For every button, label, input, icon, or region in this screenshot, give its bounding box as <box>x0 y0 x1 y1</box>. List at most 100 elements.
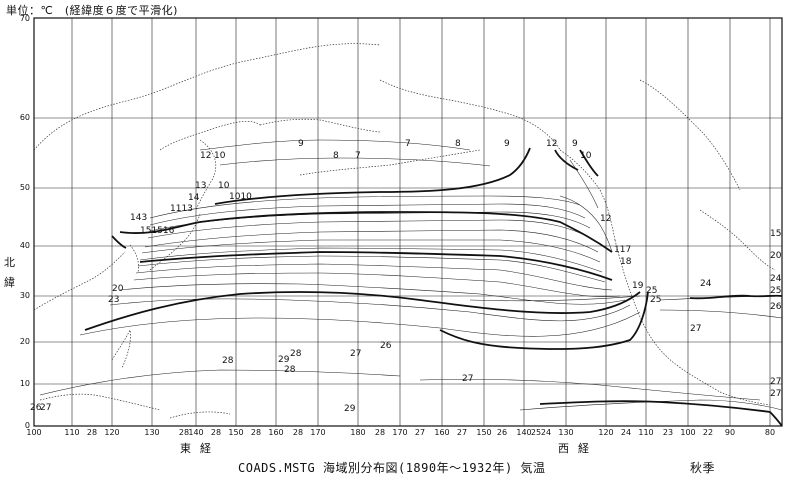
isotherm-label: 10 <box>218 181 230 191</box>
lon-tick-130e: 130 <box>144 428 160 437</box>
axis-word-north-2: 緯 <box>4 276 15 289</box>
lon-tick-100w: 100 <box>680 428 696 437</box>
lon-tick-120w: 120 <box>598 428 614 437</box>
bottom-value: 28 <box>292 428 304 437</box>
iso-thin-05 <box>144 229 599 253</box>
lon-tick-160w: 160 <box>434 428 450 437</box>
bottom-value: 28 <box>250 428 262 437</box>
isotherm-label: 24 <box>700 279 712 289</box>
lon-tick-150e: 150 <box>228 428 244 437</box>
iso-thin-20 <box>559 195 613 253</box>
isotherm-label: 29 <box>278 355 290 365</box>
lon-tick-160e: 160 <box>268 428 284 437</box>
coast-mexico <box>631 295 721 393</box>
lon-tick-100e: 100 <box>26 428 42 437</box>
lon-tick-120e: 120 <box>104 428 120 437</box>
coast-bering <box>259 118 381 133</box>
iso-bold-10 <box>214 147 531 205</box>
lon-tick-90w: 90 <box>724 428 736 437</box>
isotherm-label: 117 <box>614 245 632 255</box>
axis-word-west-2: 経 <box>578 442 589 455</box>
isotherm-label: 12 <box>200 151 212 161</box>
isotherm-label: 18 <box>620 257 632 267</box>
isotherm-label: 143 <box>130 213 148 223</box>
lon-tick-130w: 130 <box>558 428 574 437</box>
isotherm-label: 24 <box>770 274 782 284</box>
isotherm-label: 25 <box>770 286 782 296</box>
isotherm-label: 26 <box>380 341 392 351</box>
iso-bold-15 <box>119 211 613 253</box>
bottom-value: 28 <box>178 428 190 437</box>
isotherm-label: 14 <box>188 193 200 203</box>
coast-indonesia <box>39 393 161 411</box>
bottom-value: 24 <box>540 428 552 437</box>
isotherm-label: 1010 <box>229 192 252 202</box>
unit-note: 単位：℃ (経緯度６度で平滑化) <box>6 4 178 17</box>
coast-siberia <box>33 43 381 151</box>
axis-word-north-1: 北 <box>4 256 15 269</box>
lon-tick-110e: 110 <box>64 428 80 437</box>
iso-thin-13 <box>79 311 641 337</box>
coast-okhotsk <box>159 120 261 151</box>
thin-isotherms <box>39 139 783 411</box>
lon-tick-180: 180 <box>350 428 366 437</box>
isotherm-label: 10 <box>214 151 226 161</box>
iso-thin-22 <box>199 139 471 151</box>
isotherm-label: 25 <box>650 295 662 305</box>
isotherm-label: 13 <box>195 181 207 191</box>
coast-kamchatka <box>195 139 217 211</box>
isotherm-label: 25 <box>646 286 658 296</box>
isotherm-label: 26 <box>30 403 42 413</box>
coast-korea <box>129 244 139 273</box>
isotherm-label: 12 <box>546 139 558 149</box>
lon-tick-150w: 150 <box>476 428 492 437</box>
axis-word-east-2: 経 <box>200 442 211 455</box>
lat-tick-10: 10 <box>19 379 30 388</box>
coast-newguinea <box>169 411 231 419</box>
axis-word-west-1: 西 <box>558 442 569 455</box>
isotherm-label: 7 <box>405 139 411 149</box>
coast-japan <box>149 213 201 271</box>
isotherm-label: 7 <box>355 151 361 161</box>
iso-bold-20 <box>139 251 613 281</box>
isotherm-label: 27 <box>770 377 782 387</box>
lat-tick-20: 20 <box>19 337 30 346</box>
isotherm-label: 27 <box>40 403 52 413</box>
isotherm-label: 28 <box>284 365 296 375</box>
coast-china <box>33 251 126 311</box>
isotherm-label: 27 <box>350 349 362 359</box>
isotherm-label: 12 <box>600 214 612 224</box>
isotherm-label: 26 <box>770 302 782 312</box>
lat-tick-60: 60 <box>19 113 30 122</box>
isotherm-label: 29 <box>344 404 356 414</box>
coast-canada <box>559 149 616 241</box>
isotherm-label: 8 <box>455 139 461 149</box>
isotherm-label: 27 <box>770 389 782 399</box>
figure-caption: COADS.MSTG 海域別分布図(1890年～1932年) 気温 <box>238 461 546 475</box>
iso-thin-10 <box>133 272 621 298</box>
isotherm-label: 28 <box>290 349 302 359</box>
isotherm-label: 151516 <box>140 226 175 236</box>
bottom-value: 25 <box>530 428 542 437</box>
coast-greatlakes <box>699 209 776 271</box>
iso-thin-23 <box>219 157 491 167</box>
bold-isotherms <box>84 147 783 427</box>
lon-tick-140e: 140 <box>188 428 204 437</box>
iso-thin-04 <box>147 219 595 241</box>
bottom-value: 28 <box>374 428 386 437</box>
iso-bold-27 <box>539 400 783 427</box>
iso-bold-west <box>111 235 127 249</box>
isotherm-label: 15 <box>770 229 782 239</box>
iso-thin-14 <box>469 295 641 302</box>
lat-tick-70: 70 <box>19 14 30 23</box>
figure-season: 秋季 <box>690 461 716 475</box>
coastlines <box>33 43 776 419</box>
iso-thin-09 <box>135 263 613 291</box>
bottom-value: 26 <box>496 428 508 437</box>
isotherm-label: 10 <box>580 151 592 161</box>
coast-central-america <box>719 391 771 406</box>
bottom-value: 28 <box>86 428 98 437</box>
isotherm-label: 9 <box>504 139 510 149</box>
isotherm-label: 8 <box>333 151 339 161</box>
